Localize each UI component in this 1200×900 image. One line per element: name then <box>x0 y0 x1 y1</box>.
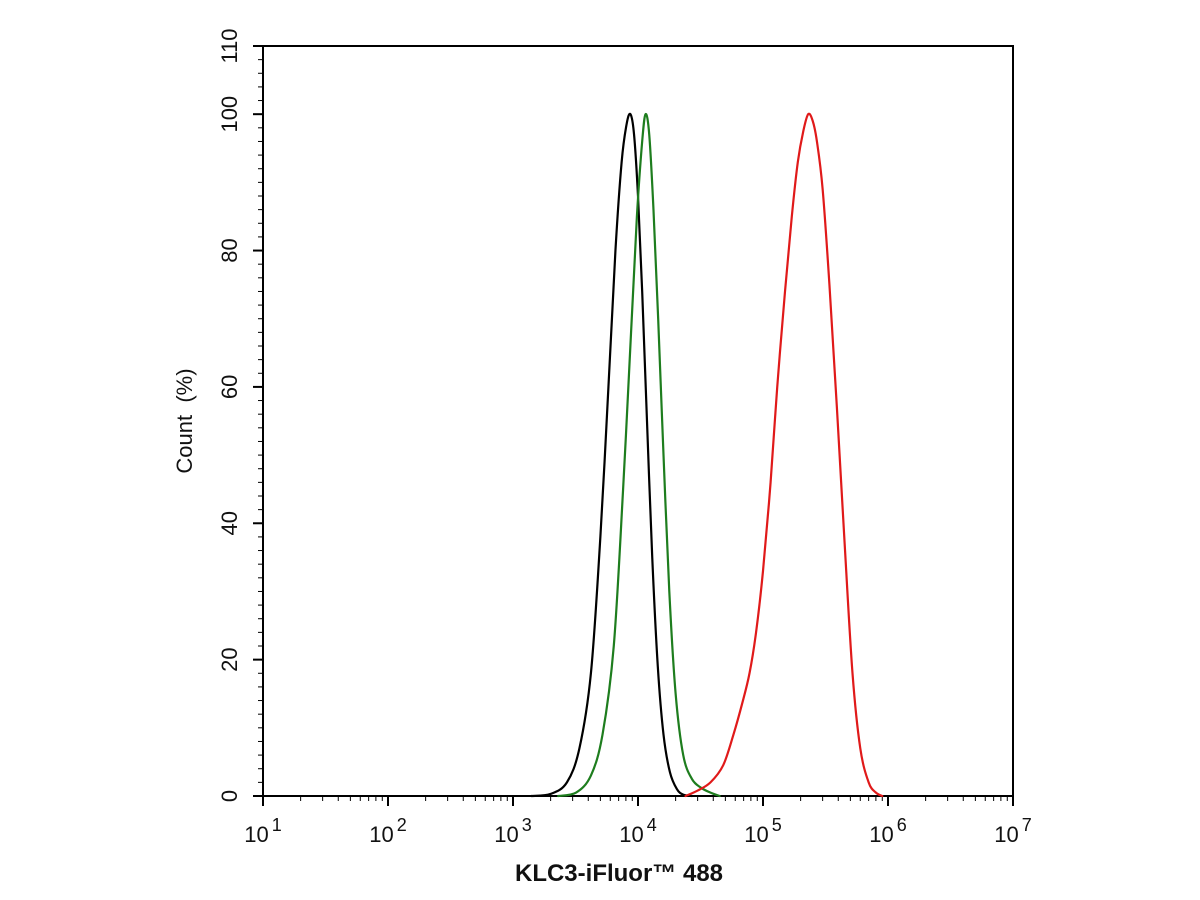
x-tick-label: 10 1 <box>244 815 282 847</box>
x-tick-exponent: 2 <box>397 815 407 835</box>
y-tick-label: 110 <box>217 28 242 63</box>
x-tick-exponent: 6 <box>897 815 907 835</box>
plot-frame <box>262 45 1014 797</box>
y-axis-ticks: 0 20 40 60 80 100 110 <box>217 28 263 802</box>
y-tick-label: 20 <box>217 647 242 671</box>
x-axis-title: KLC3-iFluor™ 488 <box>515 860 723 887</box>
x-tick-label: 10 4 <box>619 815 657 847</box>
x-tick-base: 10 <box>494 822 518 847</box>
x-tick-label: 10 5 <box>744 815 782 847</box>
y-tick-label: 60 <box>217 375 242 399</box>
histogram-series-1 <box>530 112 694 798</box>
histogram-series-2 <box>557 112 721 798</box>
y-axis-title: Count (%) <box>172 368 197 473</box>
x-tick-exponent: 1 <box>272 815 282 835</box>
y-tick-label: 100 <box>217 96 242 133</box>
x-tick-exponent: 4 <box>647 815 657 835</box>
x-tick-base: 10 <box>869 822 893 847</box>
x-tick-label: 10 2 <box>369 815 407 847</box>
x-tick-exponent: 5 <box>772 815 782 835</box>
x-tick-base: 10 <box>369 822 393 847</box>
y-tick-label: 80 <box>217 238 242 262</box>
x-minor-ticks <box>300 796 1008 801</box>
x-major-ticks: 10 1 10 2 10 3 10 4 10 5 10 6 10 7 <box>244 796 1032 847</box>
x-tick-label: 10 7 <box>994 815 1032 847</box>
x-tick-label: 10 3 <box>494 815 532 847</box>
histogram-series-3 <box>684 112 884 798</box>
y-tick-label: 40 <box>217 511 242 535</box>
x-tick-base: 10 <box>619 822 643 847</box>
histogram-curves <box>530 112 884 798</box>
x-tick-base: 10 <box>744 822 768 847</box>
x-tick-base: 10 <box>244 822 268 847</box>
x-tick-exponent: 3 <box>522 815 532 835</box>
x-tick-base: 10 <box>994 822 1018 847</box>
x-tick-label: 10 6 <box>869 815 907 847</box>
y-tick-label: 0 <box>217 790 242 802</box>
x-tick-exponent: 7 <box>1022 815 1032 835</box>
